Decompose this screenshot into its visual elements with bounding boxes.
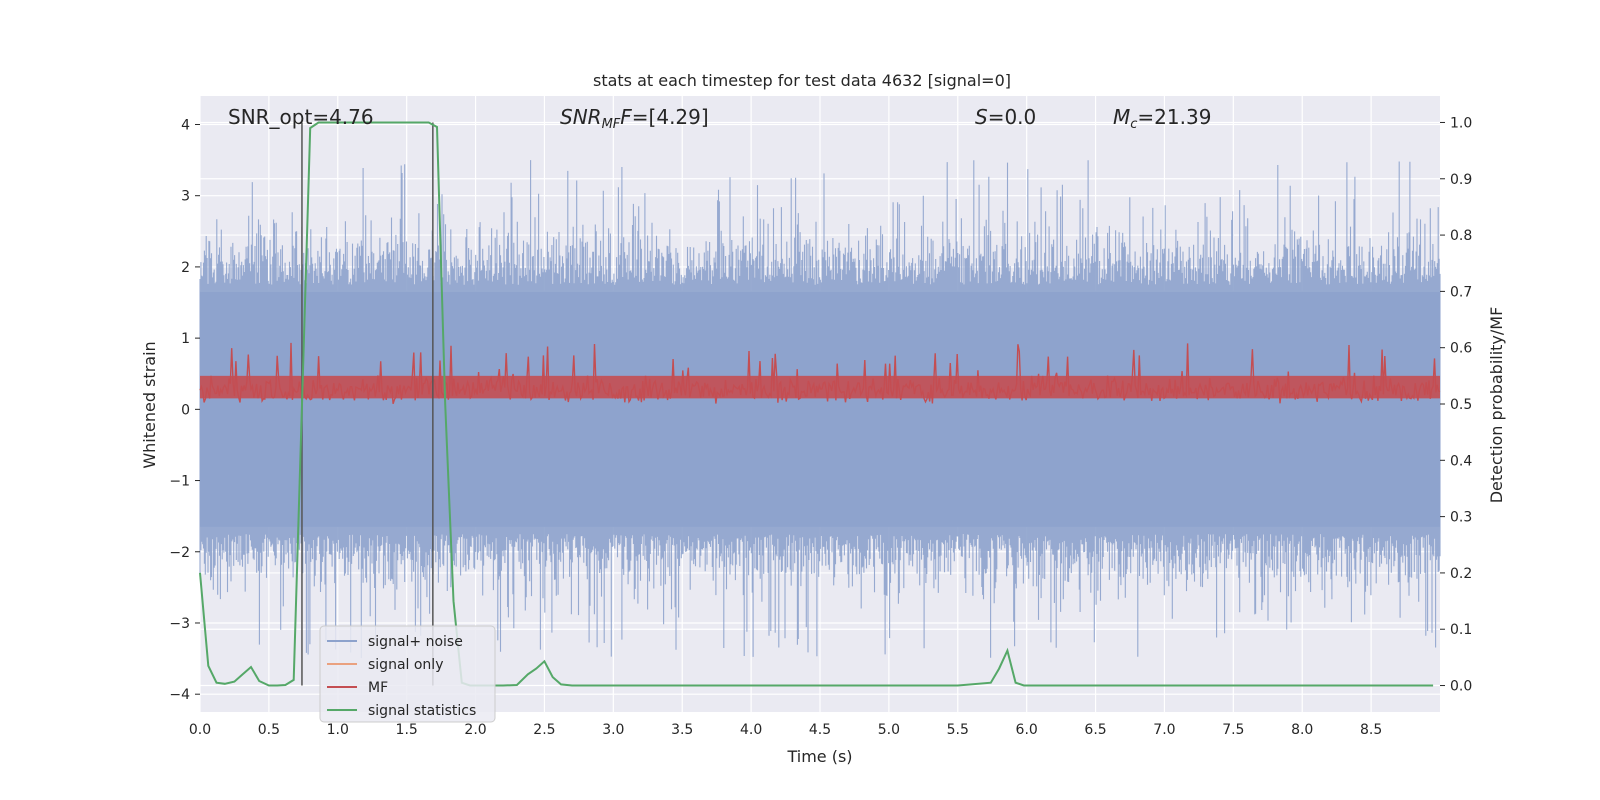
legend-box (319, 625, 496, 723)
y-tick-label: −1 (169, 474, 190, 490)
snr-mf-subscript: MF (602, 117, 621, 132)
x-tick-label: 5.5 (947, 722, 969, 738)
snr-mf-symbol: SNR (560, 105, 602, 129)
x-tick-label: 6.5 (1084, 722, 1106, 738)
x-tick-label: 4.5 (809, 722, 831, 738)
y-axis-label: Whitened strain (140, 341, 159, 468)
mc-symbol: M (1113, 105, 1130, 129)
legend: signal+ noise signal only MF signal statist… (319, 625, 496, 723)
y-axis-right: 1.0 0.9 0.8 0.7 0.6 0.5 0.4 0.3 0.2 0.1 0.0 (1440, 115, 1472, 695)
s-symbol: S (975, 105, 988, 129)
x-axis: 0.0 0.5 1.0 1.5 2.0 2.5 3.0 3.5 4.0 4.5 5.0 5.5 6.0 6… (189, 722, 1382, 738)
x-tick-label: 7.5 (1222, 722, 1244, 738)
x-tick-label: 7.0 (1153, 722, 1175, 738)
annotation-snr-opt: SNR_opt=4.76 (228, 105, 374, 129)
y-tick-label: 3 (181, 189, 190, 205)
legend-signal-noise-label: signal+ noise (368, 634, 463, 650)
y-tick-label: −4 (169, 687, 190, 703)
x-tick-label: 3.5 (671, 722, 693, 738)
signal-noise-core (200, 291, 1440, 527)
y2-tick-label: 1.0 (1450, 115, 1472, 131)
annotation-s: S=0.0 (975, 105, 1036, 129)
x-tick-label: 8.5 (1360, 722, 1382, 738)
x-tick-label: 0.0 (189, 722, 211, 738)
x-tick-label: 1.0 (327, 722, 349, 738)
series-layer (199, 121, 1441, 687)
y-tick-label: −3 (169, 616, 190, 632)
x-tick-label: 3.0 (602, 722, 624, 738)
y2-tick-label: 0.5 (1450, 397, 1472, 413)
x-tick-label: 8.0 (1291, 722, 1313, 738)
y2-tick-label: 0.2 (1450, 566, 1472, 582)
x-tick-label: 2.5 (533, 722, 555, 738)
x-axis-label: Time (s) (786, 747, 852, 766)
y2-tick-label: 0.7 (1450, 284, 1472, 300)
x-tick-label: 6.0 (1016, 722, 1038, 738)
y-tick-label: 1 (181, 331, 190, 347)
x-tick-label: 0.5 (258, 722, 280, 738)
snr-mf-value: =[4.29] (632, 105, 709, 129)
y2-tick-label: 0.1 (1450, 622, 1472, 638)
snr-mf-f: F (620, 105, 632, 129)
annotation-snr-mf: SNRMFF=[4.29] (560, 105, 709, 132)
mc-subscript: c (1130, 117, 1137, 132)
y2-tick-label: 0.4 (1450, 453, 1472, 469)
s-value: =0.0 (988, 105, 1037, 129)
y-tick-label: 0 (181, 402, 190, 418)
y-tick-label: 2 (181, 260, 190, 276)
chart-title: stats at each timestep for test data 463… (593, 71, 1011, 90)
mc-value: =21.39 (1137, 105, 1211, 129)
x-tick-label: 1.5 (396, 722, 418, 738)
y2-tick-label: 0.0 (1450, 679, 1472, 695)
y2-tick-label: 0.9 (1450, 172, 1472, 188)
legend-mf-label: MF (368, 680, 388, 696)
y-tick-label: −2 (169, 545, 190, 561)
y2-tick-label: 0.3 (1450, 510, 1472, 526)
legend-signal-statistics-label: signal statistics (368, 703, 476, 719)
x-tick-label: 5.0 (878, 722, 900, 738)
annotation-mc: Mc=21.39 (1113, 105, 1211, 132)
x-tick-label: 2.0 (464, 722, 486, 738)
y2-axis-label: Detection probability/MF (1487, 307, 1506, 504)
y2-tick-label: 0.6 (1450, 341, 1472, 357)
y-tick-label: 4 (181, 117, 190, 133)
mf-core (200, 375, 1440, 399)
x-tick-label: 4.0 (740, 722, 762, 738)
y2-tick-label: 0.8 (1450, 228, 1472, 244)
legend-signal-only-label: signal only (368, 657, 443, 673)
y-axis-left: 4 3 2 1 0 −1 −2 −3 −4 (169, 117, 200, 703)
